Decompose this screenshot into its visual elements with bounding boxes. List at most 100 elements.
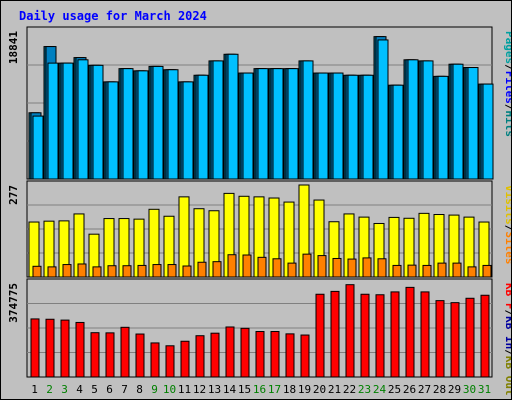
x-tick-day-8: 8 — [136, 383, 143, 396]
bar-volume-kb-f-11 — [180, 340, 190, 378]
bar-requests-pages-14 — [227, 53, 239, 180]
x-tick-day-14: 14 — [223, 383, 237, 396]
bar-volume-kb-f-12 — [195, 335, 205, 378]
bar-volume-kb-f-10 — [165, 345, 175, 378]
legend-requests: Pages/Files/Hits — [503, 31, 511, 137]
bar-requests-pages-19 — [302, 60, 314, 180]
bar-requests-pages-24 — [377, 39, 389, 180]
bar-visitors-sites-13 — [212, 261, 222, 278]
bar-visitors-sites-6 — [107, 265, 117, 278]
bar-visitors-sites-24 — [377, 258, 387, 278]
bar-requests-pages-8 — [137, 70, 149, 180]
bar-requests-pages-28 — [437, 75, 449, 180]
legend-visitors: Visits/Sites — [503, 185, 511, 265]
bar-volume-kb-f-31 — [480, 294, 490, 378]
bar-visitors-sites-10 — [167, 264, 177, 278]
bar-visitors-sites-4 — [77, 263, 87, 278]
bar-visitors-sites-7 — [122, 265, 132, 278]
bar-requests-pages-7 — [122, 68, 134, 180]
bar-volume-kb-f-15 — [240, 327, 250, 378]
bar-requests-pages-6 — [107, 81, 119, 180]
bar-volume-kb-f-20 — [315, 293, 325, 378]
legend-requests-item-3: / — [503, 104, 511, 111]
bar-visitors-sites-16 — [257, 256, 267, 278]
bar-visitors-sites-5 — [92, 266, 102, 278]
x-tick-day-5: 5 — [91, 383, 98, 396]
bar-requests-pages-10 — [167, 69, 179, 180]
bar-requests-pages-12 — [197, 74, 209, 180]
bar-volume-kb-f-22 — [345, 284, 355, 378]
legend-volume-item-1: / — [503, 310, 511, 317]
bar-visitors-sites-1 — [32, 265, 42, 278]
x-tick-day-25: 25 — [388, 383, 401, 396]
bar-visitors-sites-3 — [62, 264, 72, 278]
bar-visitors-sites-30 — [467, 266, 477, 278]
x-tick-day-2: 2 — [46, 383, 53, 396]
x-tick-day-3: 3 — [61, 383, 68, 396]
bar-visitors-sites-19 — [302, 253, 312, 278]
legend-volume-item-0: KB F — [503, 283, 511, 310]
x-tick-day-22: 22 — [343, 383, 356, 396]
bar-volume-kb-f-16 — [255, 331, 265, 378]
bar-volume-kb-f-19 — [300, 334, 310, 378]
legend-volume: KB F/KB In/KB Out — [503, 283, 511, 396]
bar-requests-pages-16 — [257, 68, 269, 180]
bar-requests-pages-15 — [242, 72, 254, 180]
bar-requests-pages-26 — [407, 59, 419, 180]
legend-volume-item-2: KB In — [503, 316, 511, 349]
bar-requests-pages-4 — [77, 59, 89, 180]
bar-volume-kb-f-3 — [60, 319, 70, 378]
bar-volume-kb-f-2 — [45, 318, 55, 378]
x-tick-day-31: 31 — [478, 383, 491, 396]
bar-requests-pages-18 — [287, 68, 299, 180]
bar-volume-kb-f-9 — [150, 342, 160, 378]
x-tick-day-4: 4 — [76, 383, 83, 396]
bar-visitors-sites-27 — [422, 264, 432, 278]
legend-volume-item-3: / — [503, 349, 511, 356]
bar-visitors-sites-29 — [452, 262, 462, 278]
x-tick-day-19: 19 — [298, 383, 311, 396]
x-tick-day-17: 17 — [268, 383, 281, 396]
x-tick-day-30: 30 — [463, 383, 476, 396]
y-axis-max-requests: 18841 — [7, 31, 20, 64]
bar-volume-kb-f-24 — [375, 294, 385, 378]
bar-requests-pages-1 — [32, 115, 44, 180]
bar-requests-pages-9 — [152, 65, 164, 180]
bar-requests-pages-30 — [467, 67, 479, 180]
bar-volume-kb-f-13 — [210, 332, 220, 378]
chart-title: Daily usage for March 2024 — [19, 9, 207, 23]
x-tick-day-11: 11 — [178, 383, 191, 396]
bar-visitors-sites-25 — [392, 264, 402, 278]
x-tick-day-27: 27 — [418, 383, 431, 396]
bar-volume-kb-f-17 — [270, 331, 280, 378]
y-axis-max-volume: 374775 — [7, 283, 20, 323]
bar-requests-pages-20 — [317, 72, 329, 180]
bar-visitors-sites-22 — [347, 258, 357, 278]
bar-visitors-sites-2 — [47, 266, 57, 278]
bar-volume-kb-f-6 — [105, 332, 115, 378]
legend-volume-item-4: KB Out — [503, 356, 511, 396]
x-tick-day-26: 26 — [403, 383, 416, 396]
bar-requests-pages-27 — [422, 60, 434, 180]
bar-volume-kb-f-8 — [135, 333, 145, 378]
bar-volume-kb-f-1 — [30, 318, 40, 378]
bar-volume-kb-f-27 — [420, 291, 430, 378]
bar-visitors-visits-11 — [178, 196, 190, 278]
bar-volume-kb-f-21 — [330, 290, 340, 378]
legend-visitors-item-0: Visits — [503, 185, 511, 225]
bar-requests-pages-25 — [392, 84, 404, 180]
bar-visitors-sites-8 — [137, 264, 147, 278]
x-tick-day-9: 9 — [151, 383, 158, 396]
bar-volume-kb-f-7 — [120, 326, 130, 378]
x-tick-day-16: 16 — [253, 383, 266, 396]
bar-visitors-sites-28 — [437, 262, 447, 278]
x-tick-day-12: 12 — [193, 383, 206, 396]
bar-volume-kb-f-28 — [435, 300, 445, 378]
bar-volume-kb-f-23 — [360, 293, 370, 378]
bar-volume-kb-f-4 — [75, 321, 85, 378]
legend-requests-item-0: Pages — [503, 31, 511, 64]
bar-volume-kb-f-25 — [390, 291, 400, 378]
legend-requests-item-4: Hits — [503, 111, 511, 138]
